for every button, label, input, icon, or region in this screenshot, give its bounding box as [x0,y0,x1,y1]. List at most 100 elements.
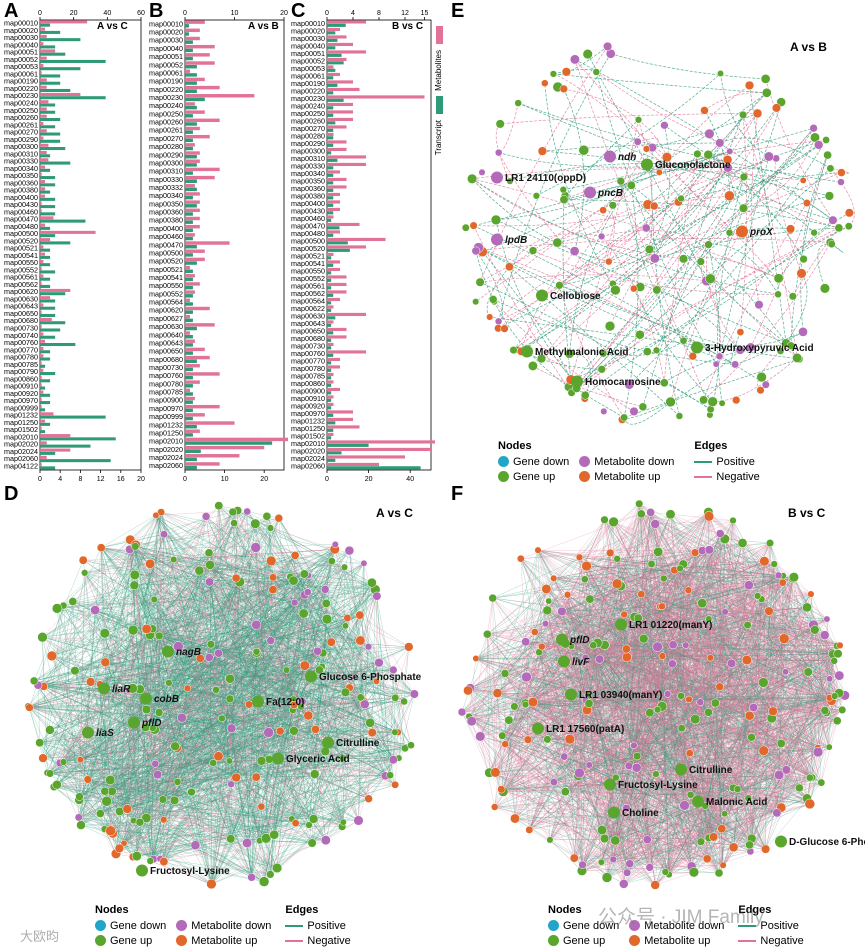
edge [498,53,611,322]
node [114,843,125,854]
node [792,352,803,363]
category-label: map02060 [291,461,325,470]
node [834,223,844,233]
edge [559,285,625,418]
category-label: map00220 [4,84,38,93]
edge [84,559,174,573]
edge [208,552,345,568]
edge [479,46,608,283]
node [226,834,236,844]
bar-metabolites [185,110,205,114]
bar-metabolites [185,175,215,180]
bar-metabolites [327,305,334,309]
node [269,829,280,840]
top-tick-label: 0 [183,10,187,17]
edge [576,227,840,389]
edge [177,781,310,826]
edge [34,628,147,682]
bar-metabolites [185,224,200,229]
category-label: map00561 [4,273,38,282]
top-tick-label: 20 [280,10,288,17]
bar-metabolites [40,274,44,278]
bar-transcript [185,24,189,28]
node [626,180,636,190]
category-label: map00521 [4,244,38,253]
edge [473,225,720,357]
bottom-tick-label: 4 [58,476,62,483]
bar-transcript [327,383,332,387]
category-label: map02010 [4,432,38,441]
bar-transcript [327,278,332,282]
bar-transcript [327,181,334,185]
node [559,195,569,205]
bar-metabolites [40,136,44,140]
category-label: map00910 [4,382,38,391]
node [204,653,214,662]
bar-transcript [327,196,334,200]
bar-metabolites [185,102,195,106]
category-label: map00061 [149,68,183,77]
bar-transcript [185,187,197,192]
edge [132,729,316,858]
node [268,585,278,595]
node [85,677,96,687]
bar-transcript [40,270,56,274]
edge [133,820,265,882]
bar-metabolites [327,455,405,459]
node [633,137,642,146]
node [242,838,253,848]
node [266,870,275,879]
edge [570,219,834,381]
category-label: map00340 [149,191,183,200]
edge [830,242,844,253]
category-label: map00470 [291,221,325,230]
node [652,346,661,354]
bar-metabolites [327,35,347,39]
bar-metabolites [185,192,200,196]
category-label: map00470 [4,215,38,224]
edge [344,567,405,702]
edge [79,628,153,801]
edge [520,558,526,642]
edge [95,609,363,699]
category-label: map00052 [4,55,38,64]
category-label: map00460 [4,207,38,216]
bar-metabolites [185,69,190,73]
category-label: map00051 [4,48,38,57]
category-label: map00552 [149,289,183,298]
node [355,635,366,646]
category-label: map00480 [4,222,38,231]
edge [664,346,751,384]
edge [157,774,369,799]
category-label: map00643 [149,338,183,347]
edge [304,573,361,641]
bar-metabolites [40,346,44,351]
edge [308,575,363,699]
category-label: map00061 [4,69,38,78]
node [204,548,214,558]
edge [149,634,344,823]
edge [150,552,210,564]
edge [532,250,779,295]
bar-transcript [327,376,332,380]
bar-transcript [185,73,197,77]
edge [603,209,615,262]
bar-chart-c-svg: 0 4 8 12 150 20 40map00010map00020map00030map0… [291,10,435,483]
node [677,194,685,203]
node [225,673,235,684]
bottom-tick-label: 12 [97,476,105,483]
category-label: map00250 [4,106,38,115]
edge [106,516,207,802]
bar-transcript [40,52,66,56]
node [251,619,262,630]
edge [43,544,336,687]
bar-metabolites [40,376,42,380]
edge [163,534,377,682]
bar-transcript [327,113,334,117]
node [469,221,478,230]
edge [84,527,271,573]
edge [498,144,819,329]
hub-node [136,864,148,877]
node [635,329,645,340]
node [269,573,278,582]
